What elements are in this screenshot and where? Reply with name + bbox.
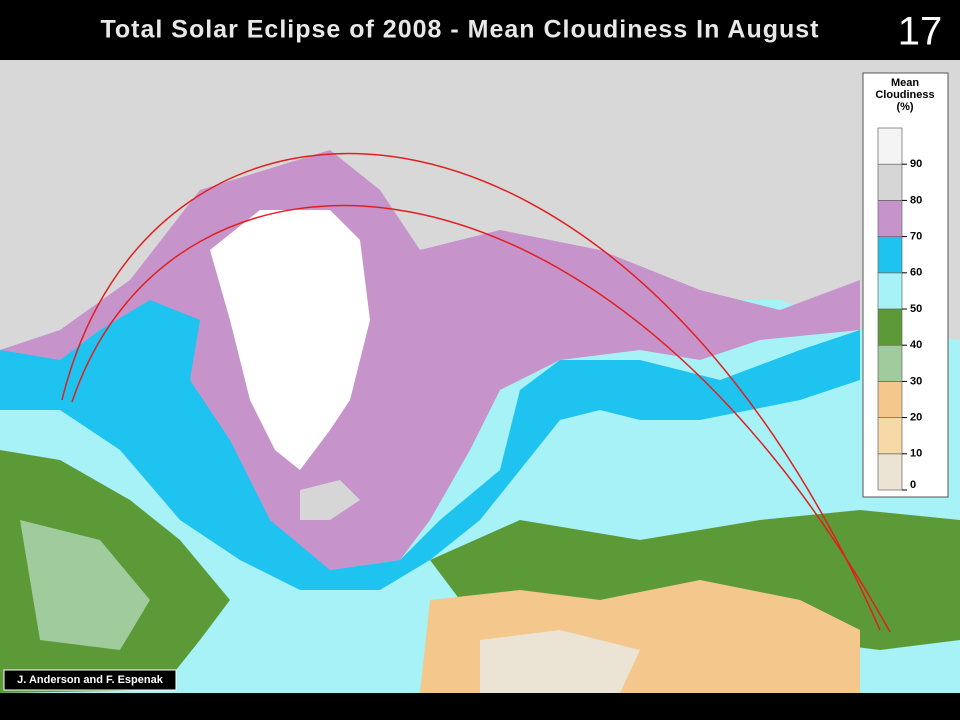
legend-swatch — [877, 381, 903, 418]
legend-box — [862, 72, 949, 498]
cloud-patch — [300, 480, 360, 520]
map — [0, 60, 960, 693]
legend-swatch — [877, 308, 903, 346]
eclipse-path-north — [61, 152, 881, 631]
legend-tick-label: 80 — [910, 194, 922, 206]
greenland — [210, 210, 370, 470]
credit: J. Anderson and F. Espenak — [17, 674, 164, 686]
slide-number: 17 — [898, 10, 943, 54]
legend-tick-label: 20 — [910, 412, 922, 424]
legend-swatch — [877, 272, 903, 310]
legend-tick-label: 70 — [910, 231, 922, 243]
title: Total Solar Eclipse of 2008 - Mean Cloud… — [100, 16, 819, 44]
legend-swatch — [877, 163, 903, 201]
legend-swatch — [877, 453, 903, 491]
land-sahara — [480, 630, 640, 693]
legend-tick-label: 0 — [910, 479, 916, 491]
legend-tick-label: 90 — [910, 158, 922, 170]
legend-tick-label: 10 — [910, 448, 922, 460]
legend-tick-label: 30 — [910, 375, 922, 387]
legend-swatch — [877, 200, 903, 237]
cloud-zone-blue — [0, 300, 860, 590]
credit-box — [3, 669, 177, 691]
legend-title: Cloudiness — [875, 89, 934, 101]
legend-swatch — [877, 344, 903, 382]
cloud-zone-gray — [0, 60, 960, 350]
legend-swatch — [877, 127, 903, 165]
land-north-america-light — [20, 520, 150, 650]
legend-tick-label: 40 — [910, 339, 922, 351]
legend-tick-label: 50 — [910, 303, 922, 315]
legend-tick-label: 60 — [910, 267, 922, 279]
legend-title: (%) — [896, 101, 913, 113]
legend-swatch — [877, 417, 903, 455]
eclipse-path-south — [71, 204, 891, 633]
legend-title: Mean — [891, 77, 919, 89]
legend-swatch — [877, 236, 903, 274]
